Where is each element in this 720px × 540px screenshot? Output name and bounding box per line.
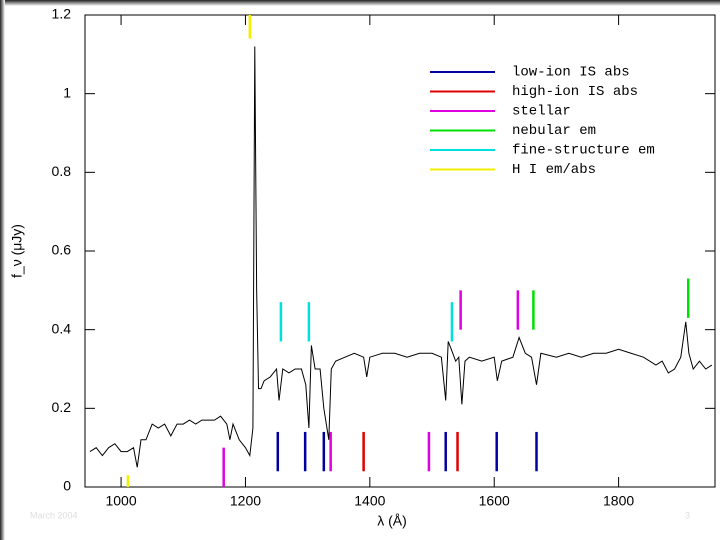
slide-edge [0,0,720,6]
y-axis-label: f_ν (μJy) [9,224,25,278]
y-tick-label: 1 [63,84,71,100]
x-tick-label: 1600 [479,493,510,509]
page-number: 3 [685,510,690,520]
y-tick-label: 0.6 [52,242,72,258]
legend: low-ion IS abs high-ion IS abs stellar nebu… [430,65,655,178]
legend-label: stellar [512,104,571,120]
y-tick-label: 0.2 [52,399,72,415]
legend-label: nebular em [512,123,596,139]
x-tick-label: 1400 [354,493,385,509]
y-tick-label: 1.2 [52,6,72,22]
x-tick-label: 1800 [603,493,634,509]
slide-edge [0,0,5,540]
legend-label: high-ion IS abs [512,84,638,100]
x-axis-label: λ (Å) [377,513,407,529]
legend-label: low-ion IS abs [512,65,630,81]
x-tick-label: 1000 [105,493,136,509]
y-tick-label: 0.4 [52,320,72,336]
y-tick-label: 0.8 [52,163,72,179]
legend-label: fine-structure em [512,143,655,159]
y-tick-label: 0 [63,478,71,494]
spectrum-line [89,46,713,468]
x-tick-label: 1200 [230,493,261,509]
footer-left: March 2004 [30,510,78,520]
legend-label: H I em/abs [512,162,596,178]
